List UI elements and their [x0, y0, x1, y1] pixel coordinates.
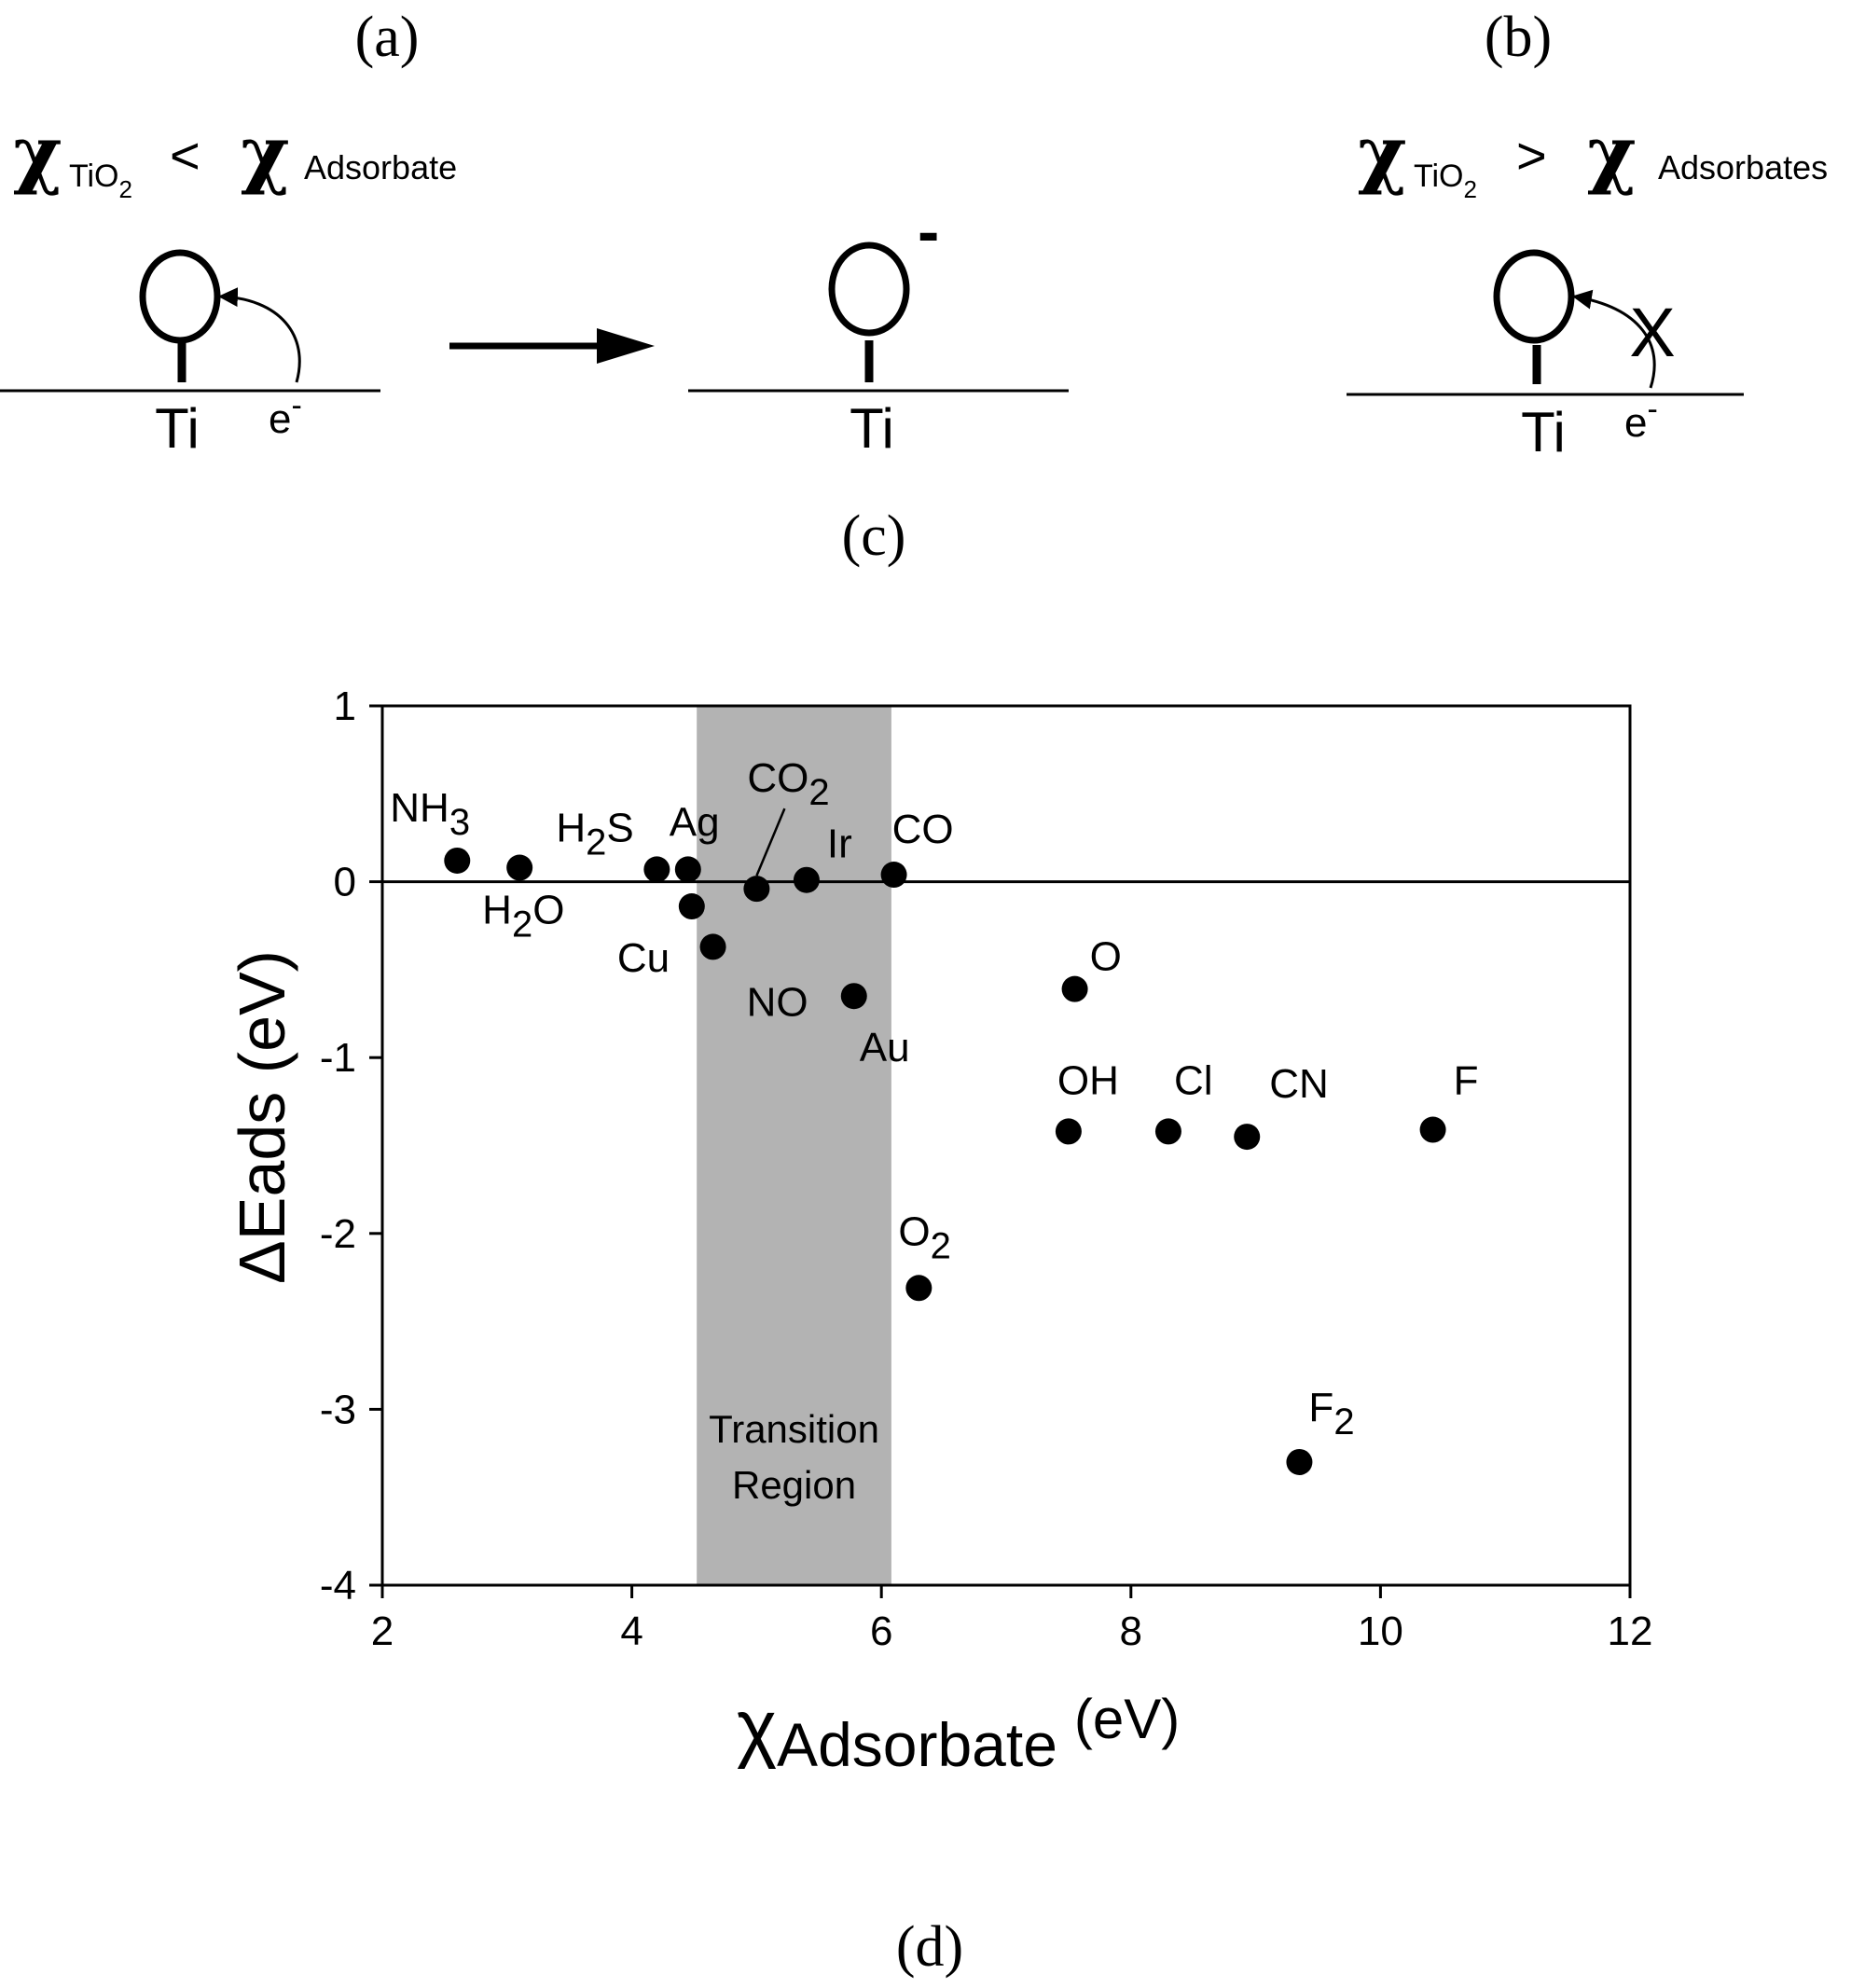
data-point [1055, 1118, 1082, 1145]
panel-label-b: (b) [1485, 6, 1552, 69]
data-point-label: F2 [1308, 1385, 1354, 1443]
schematic-electron-transfer [0, 249, 380, 393]
data-point-label: Ag [670, 799, 720, 845]
condition-left: χ TiO2 < χ Adsorbate [13, 109, 457, 203]
y-axis-label: ΔEads (eV) [226, 950, 298, 1284]
data-point-label: O2 [898, 1208, 950, 1266]
schematic-charged-adsorbate [688, 242, 1069, 393]
data-point-label: F [1454, 1058, 1479, 1104]
co2-leader-line [755, 808, 786, 877]
y-tick-label: -3 [320, 1387, 356, 1432]
data-point [699, 933, 726, 960]
condition-right: χ TiO2 > χ Adsorbates [1358, 109, 1828, 203]
ti-label-1: Ti [155, 397, 200, 460]
y-axis-ticks: 1 0 -1 -2 -3 -4 [320, 683, 382, 1608]
data-point [1061, 975, 1088, 1002]
data-point [743, 876, 770, 903]
data-point-label: H2S [556, 805, 633, 863]
data-point-label: NH3 [390, 785, 470, 843]
subscript-tio2-right: TiO2 [1414, 159, 1477, 203]
panel-label-d: (d) [896, 1915, 963, 1979]
data-point-label: CO [892, 807, 954, 852]
ti-label-3: Ti [1521, 401, 1566, 463]
data-point [880, 862, 907, 889]
transition-region-label-line1: Transition [709, 1407, 879, 1451]
x-tick-label: 6 [870, 1608, 892, 1654]
blocked-electron-arrow [1571, 289, 1656, 389]
data-point-label: Cu [617, 935, 670, 981]
scatter-plot: 2 4 6 8 10 12 10-1-2-3-4 Transition Region NH… [320, 683, 1653, 1654]
transition-region-shade [697, 706, 891, 1585]
x-tick-label: 12 [1608, 1608, 1653, 1654]
x-tick-label: 8 [1120, 1608, 1142, 1654]
data-point-label: Ir [827, 821, 852, 867]
subscript-tio2-left: TiO2 [69, 159, 132, 203]
data-point [840, 983, 867, 1010]
data-point [506, 854, 533, 881]
panel-label-a: (a) [355, 6, 420, 69]
data-point-label: CN [1269, 1061, 1329, 1107]
y-tick-label: -1 [320, 1035, 356, 1081]
electron-label-1: e- [269, 388, 302, 442]
data-point [1234, 1124, 1261, 1151]
ti-label-2: Ti [850, 397, 894, 460]
data-point-label: O [1090, 934, 1122, 980]
adsorbate-ring [1493, 249, 1575, 344]
data-point [678, 893, 705, 920]
subscript-adsorbate-right: Adsorbates [1658, 148, 1828, 186]
subscript-adsorbate-left: Adsorbate [304, 148, 457, 186]
greater-than-operator: > [1516, 126, 1547, 185]
adsorbate-ring-charged [828, 242, 910, 337]
schematic-blocked-transfer [1347, 249, 1744, 396]
data-point [793, 866, 820, 893]
panel-label-c: (c) [842, 504, 906, 568]
chi-symbol-tio2-right: χ [1358, 109, 1407, 197]
data-point-label: Cl [1174, 1057, 1213, 1103]
data-point-label: Au [860, 1025, 910, 1070]
data-point-label: H2O [482, 888, 564, 946]
data-point [905, 1275, 932, 1302]
blocked-x-mark: X [1629, 294, 1675, 371]
y-tick-label: -4 [320, 1563, 356, 1608]
negative-charge-sign: - [918, 195, 939, 268]
data-point [1419, 1116, 1446, 1143]
reaction-arrow-head [597, 328, 655, 364]
x-axis-ticks: 2 4 6 8 10 12 [371, 1585, 1653, 1654]
plot-frame [380, 704, 1632, 1587]
y-tick-label: -2 [320, 1211, 356, 1257]
y-tick-label: 1 [334, 683, 356, 729]
x-tick-label: 2 [371, 1608, 394, 1654]
data-point-label: CO2 [747, 755, 829, 813]
data-point [674, 856, 701, 883]
y-tick-label: 0 [334, 860, 356, 905]
data-point [643, 856, 670, 883]
data-points [444, 847, 1446, 1475]
x-axis-label: χAdsorbate (eV) [737, 1685, 1180, 1779]
x-tick-label: 10 [1358, 1608, 1403, 1654]
data-point [444, 847, 471, 874]
electron-label-3: e- [1624, 392, 1658, 446]
data-point-label: NO [747, 979, 808, 1025]
data-point [1154, 1118, 1181, 1145]
less-than-operator: < [170, 126, 200, 185]
chi-symbol-adsorbate-left: χ [241, 109, 290, 197]
chi-symbol-tio2-left: χ [13, 109, 62, 197]
adsorbate-ring [139, 249, 221, 344]
x-tick-label: 4 [620, 1608, 642, 1654]
data-point [1286, 1448, 1313, 1475]
data-point-label: OH [1057, 1057, 1119, 1103]
chi-symbol-adsorbate-right: χ [1587, 109, 1637, 197]
transition-region-label-line2: Region [732, 1463, 856, 1507]
electron-transfer-arrow [217, 287, 301, 383]
